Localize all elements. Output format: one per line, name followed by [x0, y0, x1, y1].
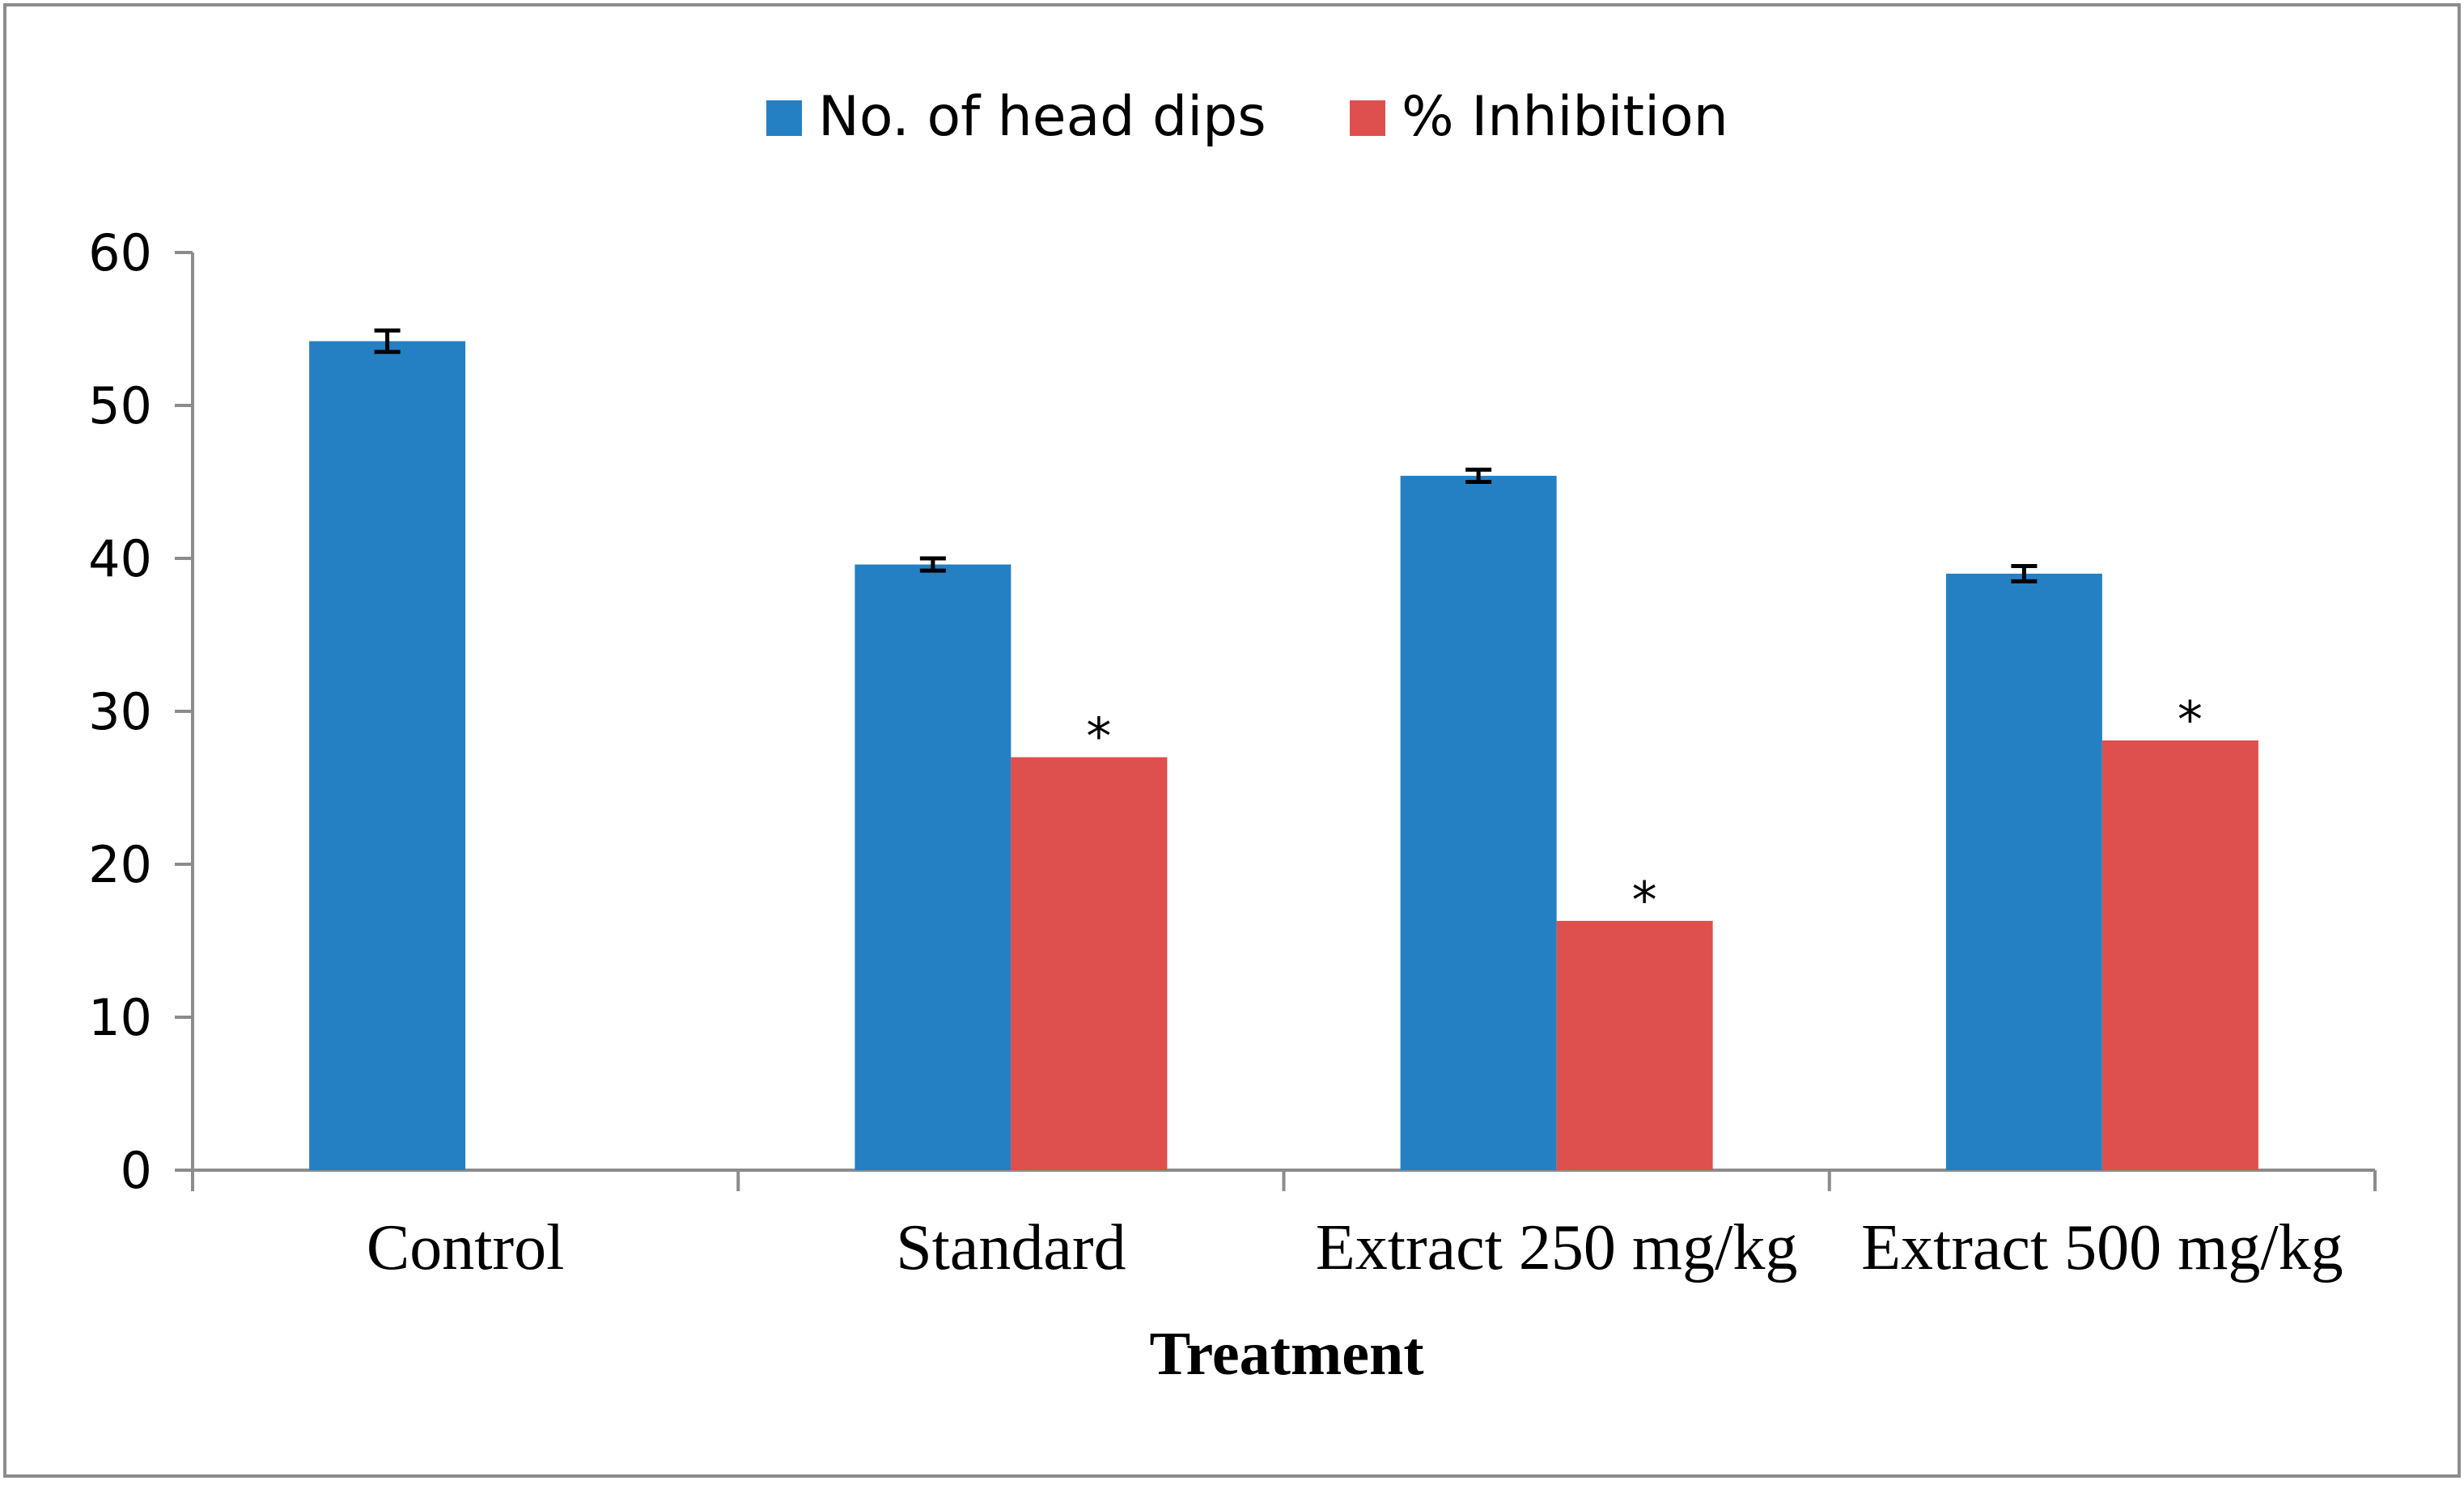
significance-marker: *	[1632, 871, 1657, 930]
significance-marker: *	[1086, 707, 1111, 766]
x-tick-label: Standard	[896, 1212, 1126, 1283]
bar	[1400, 475, 1557, 1170]
bar	[1556, 920, 1713, 1170]
bar	[1945, 573, 2102, 1170]
y-tick-label: 30	[88, 682, 152, 741]
y-tick-label: 20	[88, 835, 152, 894]
legend-swatch	[1350, 100, 1385, 136]
y-tick-label: 10	[88, 988, 152, 1047]
legend: No. of head dips % Inhibition	[766, 85, 1728, 149]
x-tick-label: Extract 250 mg/kg	[1316, 1212, 1797, 1283]
y-tick-label: 60	[88, 223, 152, 282]
x-tick-label: Extract 500 mg/kg	[1861, 1212, 2343, 1283]
legend-label: % Inhibition	[1402, 85, 1728, 149]
x-axis-title: Treatment	[1149, 1320, 1423, 1388]
bar	[2101, 740, 2258, 1170]
bar	[309, 341, 466, 1170]
bar	[855, 564, 1011, 1170]
legend-swatch	[766, 100, 802, 136]
x-tick-label: Control	[367, 1212, 564, 1283]
x-axis: Control Standard Extract 250 mg/kg Extract …	[191, 1169, 2377, 1283]
bar	[1011, 757, 1168, 1170]
y-axis: 0 10 20 30 40 50 60	[88, 223, 194, 1200]
significance-marker: *	[2178, 690, 2203, 749]
y-tick-label: 0	[121, 1141, 152, 1200]
legend-label: No. of head dips	[818, 85, 1266, 149]
y-tick-label: 50	[88, 376, 152, 435]
bars: * * *	[309, 328, 2258, 1170]
y-tick-label: 40	[88, 529, 152, 588]
